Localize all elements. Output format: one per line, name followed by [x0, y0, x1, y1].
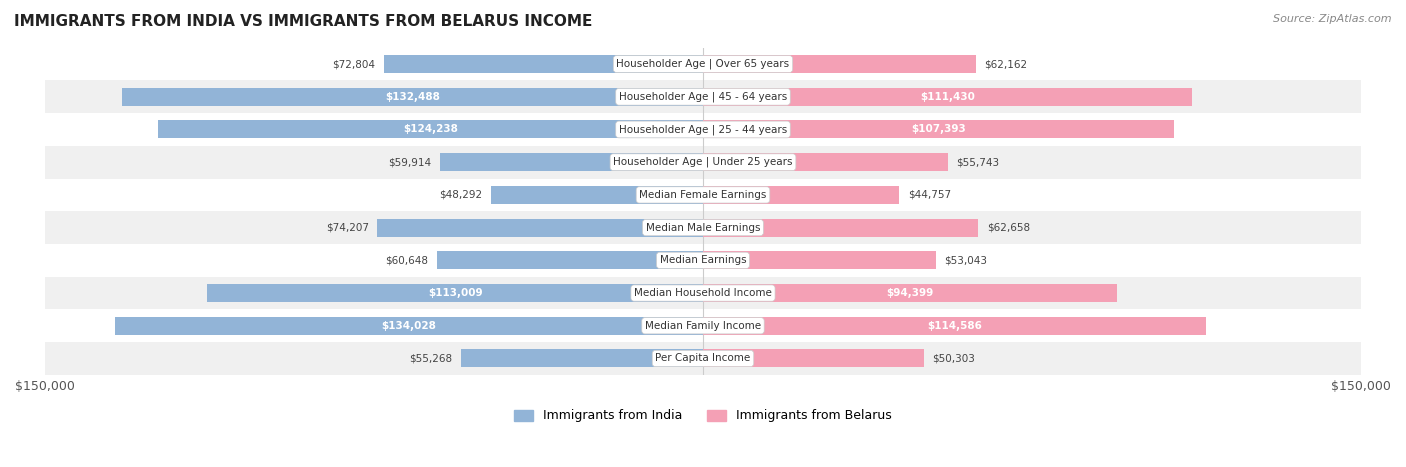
- Text: Median Household Income: Median Household Income: [634, 288, 772, 298]
- Bar: [703, 251, 936, 269]
- Text: Median Female Earnings: Median Female Earnings: [640, 190, 766, 200]
- Text: $60,648: $60,648: [385, 255, 429, 265]
- Bar: [703, 153, 948, 171]
- Legend: Immigrants from India, Immigrants from Belarus: Immigrants from India, Immigrants from B…: [509, 404, 897, 427]
- Bar: [703, 55, 976, 73]
- Bar: [703, 317, 1206, 335]
- Text: Median Family Income: Median Family Income: [645, 321, 761, 331]
- Text: Per Capita Income: Per Capita Income: [655, 354, 751, 363]
- Bar: [115, 317, 703, 335]
- Bar: [45, 48, 1361, 80]
- Text: Householder Age | 45 - 64 years: Householder Age | 45 - 64 years: [619, 92, 787, 102]
- Text: $62,658: $62,658: [987, 223, 1029, 233]
- Bar: [437, 251, 703, 269]
- Text: Householder Age | Under 25 years: Householder Age | Under 25 years: [613, 157, 793, 168]
- Bar: [45, 277, 1361, 310]
- Bar: [491, 186, 703, 204]
- Text: $55,743: $55,743: [956, 157, 1000, 167]
- Text: $113,009: $113,009: [427, 288, 482, 298]
- Text: $53,043: $53,043: [945, 255, 987, 265]
- Text: IMMIGRANTS FROM INDIA VS IMMIGRANTS FROM BELARUS INCOME: IMMIGRANTS FROM INDIA VS IMMIGRANTS FROM…: [14, 14, 592, 29]
- Bar: [377, 219, 703, 237]
- Bar: [703, 284, 1118, 302]
- Bar: [45, 211, 1361, 244]
- Text: Median Earnings: Median Earnings: [659, 255, 747, 265]
- Bar: [440, 153, 703, 171]
- Text: $50,303: $50,303: [932, 354, 976, 363]
- Text: $111,430: $111,430: [920, 92, 974, 102]
- Bar: [45, 244, 1361, 277]
- Bar: [45, 310, 1361, 342]
- Text: $74,207: $74,207: [326, 223, 368, 233]
- Text: Householder Age | 25 - 44 years: Householder Age | 25 - 44 years: [619, 124, 787, 134]
- Bar: [703, 88, 1192, 106]
- Text: Householder Age | Over 65 years: Householder Age | Over 65 years: [616, 59, 790, 69]
- Text: $48,292: $48,292: [439, 190, 482, 200]
- Bar: [703, 186, 900, 204]
- Text: $55,268: $55,268: [409, 354, 451, 363]
- Bar: [703, 120, 1174, 139]
- Bar: [703, 349, 924, 368]
- Bar: [461, 349, 703, 368]
- Bar: [122, 88, 703, 106]
- Text: $62,162: $62,162: [984, 59, 1028, 69]
- Text: $134,028: $134,028: [381, 321, 436, 331]
- Text: Source: ZipAtlas.com: Source: ZipAtlas.com: [1274, 14, 1392, 24]
- Text: $72,804: $72,804: [332, 59, 375, 69]
- Bar: [384, 55, 703, 73]
- Text: $94,399: $94,399: [886, 288, 934, 298]
- Bar: [45, 342, 1361, 375]
- Bar: [157, 120, 703, 139]
- Bar: [45, 113, 1361, 146]
- Text: $107,393: $107,393: [911, 125, 966, 134]
- Text: $114,586: $114,586: [927, 321, 981, 331]
- Text: $59,914: $59,914: [388, 157, 432, 167]
- Bar: [45, 178, 1361, 211]
- Text: $44,757: $44,757: [908, 190, 952, 200]
- Bar: [207, 284, 703, 302]
- Bar: [703, 219, 979, 237]
- Text: $124,238: $124,238: [404, 125, 458, 134]
- Bar: [45, 80, 1361, 113]
- Text: $132,488: $132,488: [385, 92, 440, 102]
- Text: Median Male Earnings: Median Male Earnings: [645, 223, 761, 233]
- Bar: [45, 146, 1361, 178]
